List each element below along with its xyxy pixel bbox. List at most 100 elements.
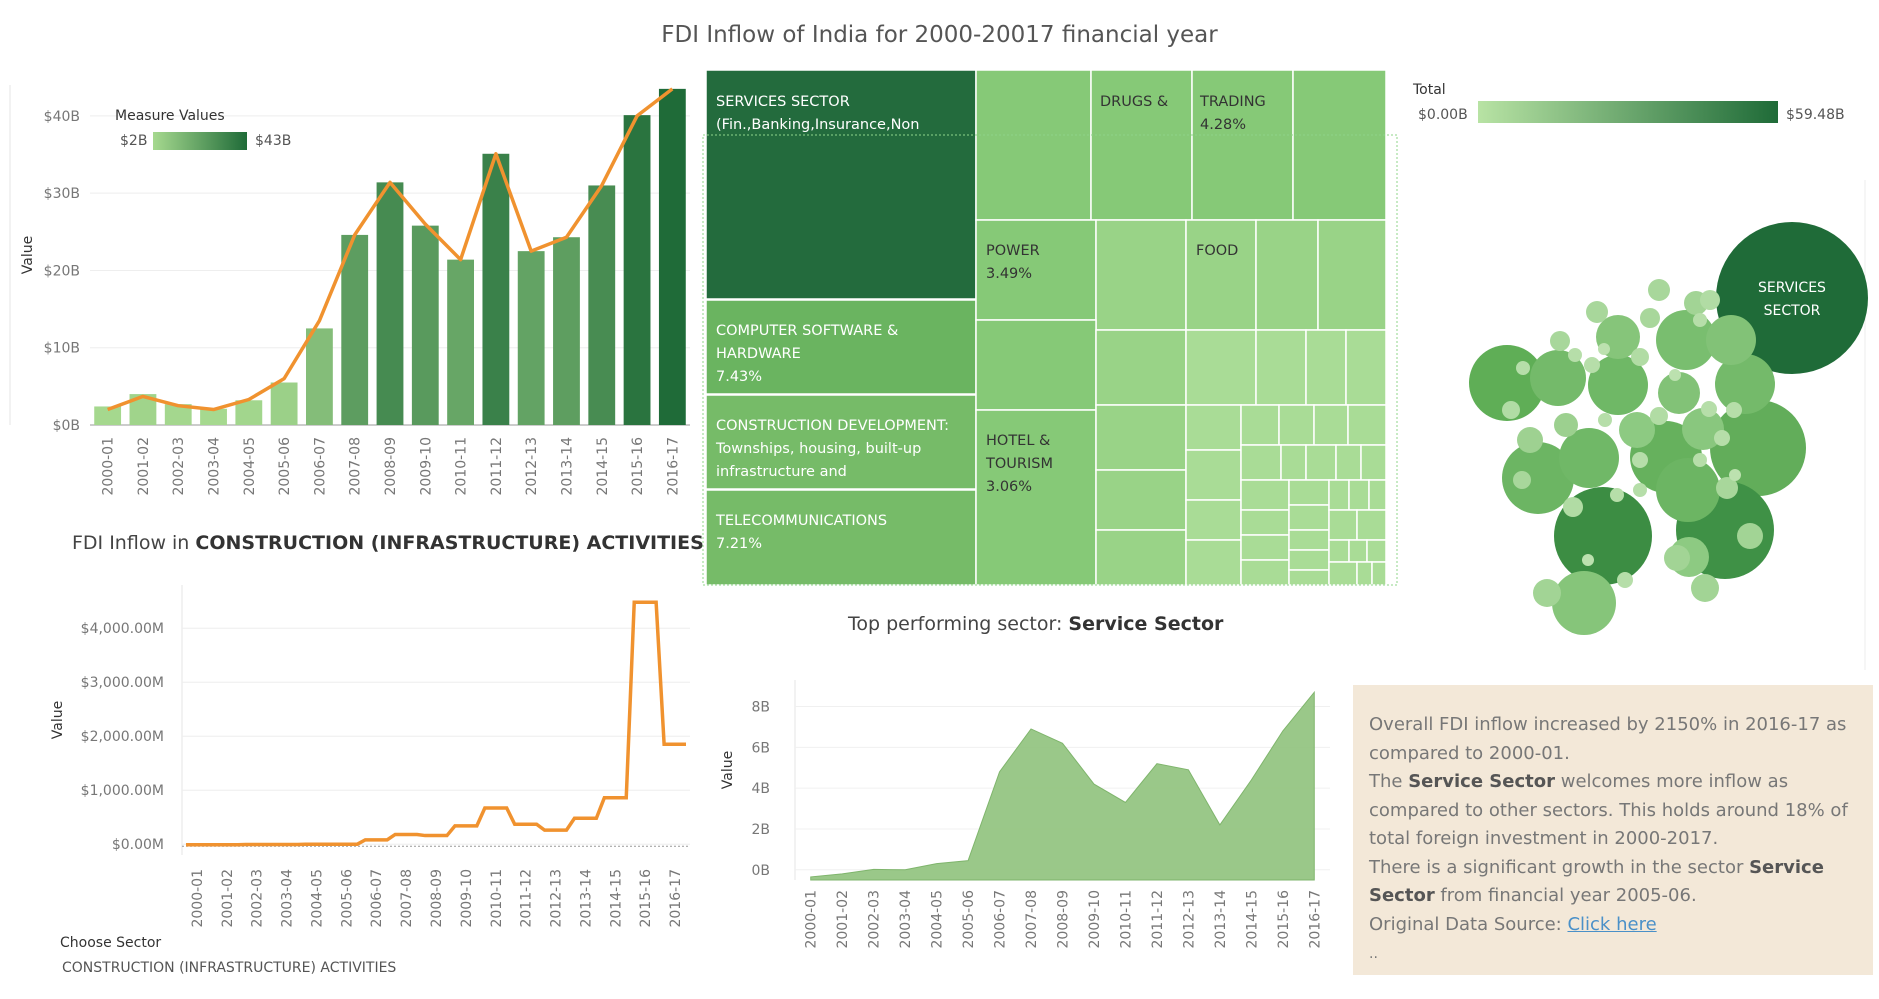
treemap-cell-drugs[interactable] (1090, 70, 1193, 221)
bubble[interactable] (1650, 407, 1668, 425)
bubble[interactable] (1631, 348, 1649, 366)
source-link[interactable]: Click here (1567, 913, 1657, 935)
bubble[interactable] (1664, 545, 1690, 571)
treemap-cell[interactable] (1348, 539, 1368, 563)
trend-line[interactable] (107, 87, 674, 412)
service-sector-area-chart[interactable]: 0B 2B 4B 6B 8B Value 2000-01 2001-02 2002-03 2003… (700, 650, 1340, 980)
bubble[interactable] (1700, 290, 1720, 310)
treemap-cell[interactable] (1305, 329, 1347, 406)
bubble[interactable] (1588, 355, 1648, 415)
treemap-cell[interactable] (1185, 499, 1242, 541)
bubble[interactable] (1563, 497, 1583, 517)
bubble[interactable] (1693, 313, 1707, 327)
treemap-cell[interactable] (1288, 529, 1330, 551)
bubble[interactable] (1517, 427, 1543, 453)
treemap-cell[interactable] (1356, 561, 1373, 586)
treemap-cell[interactable] (1255, 329, 1307, 406)
bubble[interactable] (1610, 488, 1624, 502)
treemap-cell[interactable] (1368, 479, 1387, 511)
bubble[interactable] (1656, 458, 1720, 522)
bubble[interactable] (1533, 579, 1561, 607)
bubble[interactable] (1619, 412, 1655, 448)
bubble[interactable] (1701, 401, 1717, 417)
bar[interactable] (341, 234, 369, 425)
construction-line-chart[interactable]: $0.00M $1,000.00M $2,000.00M $3,000.00M $4,0… (0, 570, 700, 980)
treemap-cell-software[interactable] (705, 299, 977, 395)
choose-sector-dropdown[interactable]: CONSTRUCTION (INFRASTRUCTURE) ACTIVITIES (62, 960, 397, 976)
treemap-cell[interactable] (1288, 504, 1330, 531)
treemap-cell[interactable] (1095, 469, 1187, 531)
bubble[interactable] (1716, 477, 1738, 499)
bubble[interactable] (1617, 572, 1633, 588)
treemap-cell-services[interactable] (705, 70, 977, 300)
bubble[interactable] (1554, 413, 1578, 437)
bubble[interactable] (1669, 369, 1681, 381)
treemap-cell-food[interactable] (1185, 219, 1257, 331)
bubble[interactable] (1552, 571, 1616, 635)
treemap-cell[interactable] (1240, 534, 1290, 561)
bubble[interactable] (1632, 452, 1648, 468)
bubble[interactable] (1586, 301, 1608, 323)
treemap-cell[interactable] (1185, 404, 1242, 451)
treemap-cell[interactable] (1345, 329, 1387, 406)
treemap-cell[interactable] (975, 70, 1092, 221)
bubble[interactable] (1559, 428, 1619, 488)
bar[interactable] (164, 404, 192, 425)
bubble[interactable] (1530, 350, 1586, 406)
treemap-cell[interactable] (1240, 479, 1290, 511)
bar[interactable] (376, 182, 404, 425)
bubble[interactable] (1568, 348, 1582, 362)
treemap-cell[interactable] (1335, 444, 1362, 481)
treemap-cell[interactable] (1095, 329, 1187, 406)
bar[interactable] (200, 408, 227, 425)
treemap-cell[interactable] (1328, 539, 1350, 563)
bar[interactable] (235, 400, 263, 425)
bubble[interactable] (1715, 354, 1775, 414)
bubble[interactable] (1582, 554, 1594, 566)
treemap-cell[interactable] (1305, 444, 1337, 481)
treemap-cell[interactable] (1288, 569, 1330, 586)
treemap-cell[interactable] (1292, 70, 1387, 221)
treemap-cell[interactable] (1240, 404, 1280, 446)
bar[interactable] (447, 259, 474, 425)
bubble[interactable] (1502, 442, 1574, 514)
treemap-cell[interactable] (1288, 479, 1330, 506)
treemap-cell[interactable] (1240, 444, 1282, 481)
bubble[interactable] (1598, 413, 1612, 427)
bubble[interactable] (1726, 402, 1742, 418)
bar[interactable] (623, 115, 651, 426)
treemap-cell[interactable] (1185, 329, 1257, 406)
bar[interactable] (411, 225, 439, 425)
treemap-cell[interactable] (1347, 404, 1387, 446)
treemap-cell-construction[interactable] (705, 394, 977, 490)
treemap-cell[interactable] (975, 319, 1097, 411)
treemap-cell[interactable] (1278, 404, 1315, 446)
treemap-cell[interactable] (1313, 404, 1349, 446)
construction-step-line[interactable] (186, 600, 686, 847)
treemap-cell[interactable] (1360, 444, 1387, 481)
bar[interactable] (553, 237, 580, 425)
treemap-cell[interactable] (1280, 444, 1307, 481)
sector-bubble-chart[interactable]: Total $0.00B $59.48B SERVICES SECTOR (1390, 70, 1879, 680)
treemap-cell[interactable] (1185, 449, 1242, 501)
bubble[interactable] (1633, 483, 1647, 497)
bubble[interactable] (1682, 408, 1724, 450)
bar[interactable] (270, 382, 298, 426)
bubble[interactable] (1693, 453, 1707, 467)
bubble[interactable] (1640, 308, 1660, 328)
treemap-cell[interactable] (1095, 529, 1187, 586)
bar[interactable] (588, 185, 616, 425)
bar[interactable] (306, 328, 333, 425)
treemap-cell[interactable] (1095, 404, 1187, 471)
treemap-cell[interactable] (1328, 479, 1350, 511)
treemap-cell-telecom[interactable] (705, 489, 977, 586)
treemap-cell[interactable] (1371, 561, 1387, 586)
bubble[interactable] (1513, 471, 1531, 489)
bubble[interactable] (1648, 279, 1670, 301)
bubble[interactable] (1691, 574, 1719, 602)
bubble[interactable] (1706, 315, 1756, 365)
treemap-cell[interactable] (1356, 509, 1387, 541)
treemap-cell[interactable] (1185, 539, 1242, 586)
bubble[interactable] (1729, 469, 1741, 481)
treemap-cell[interactable] (1288, 549, 1330, 571)
